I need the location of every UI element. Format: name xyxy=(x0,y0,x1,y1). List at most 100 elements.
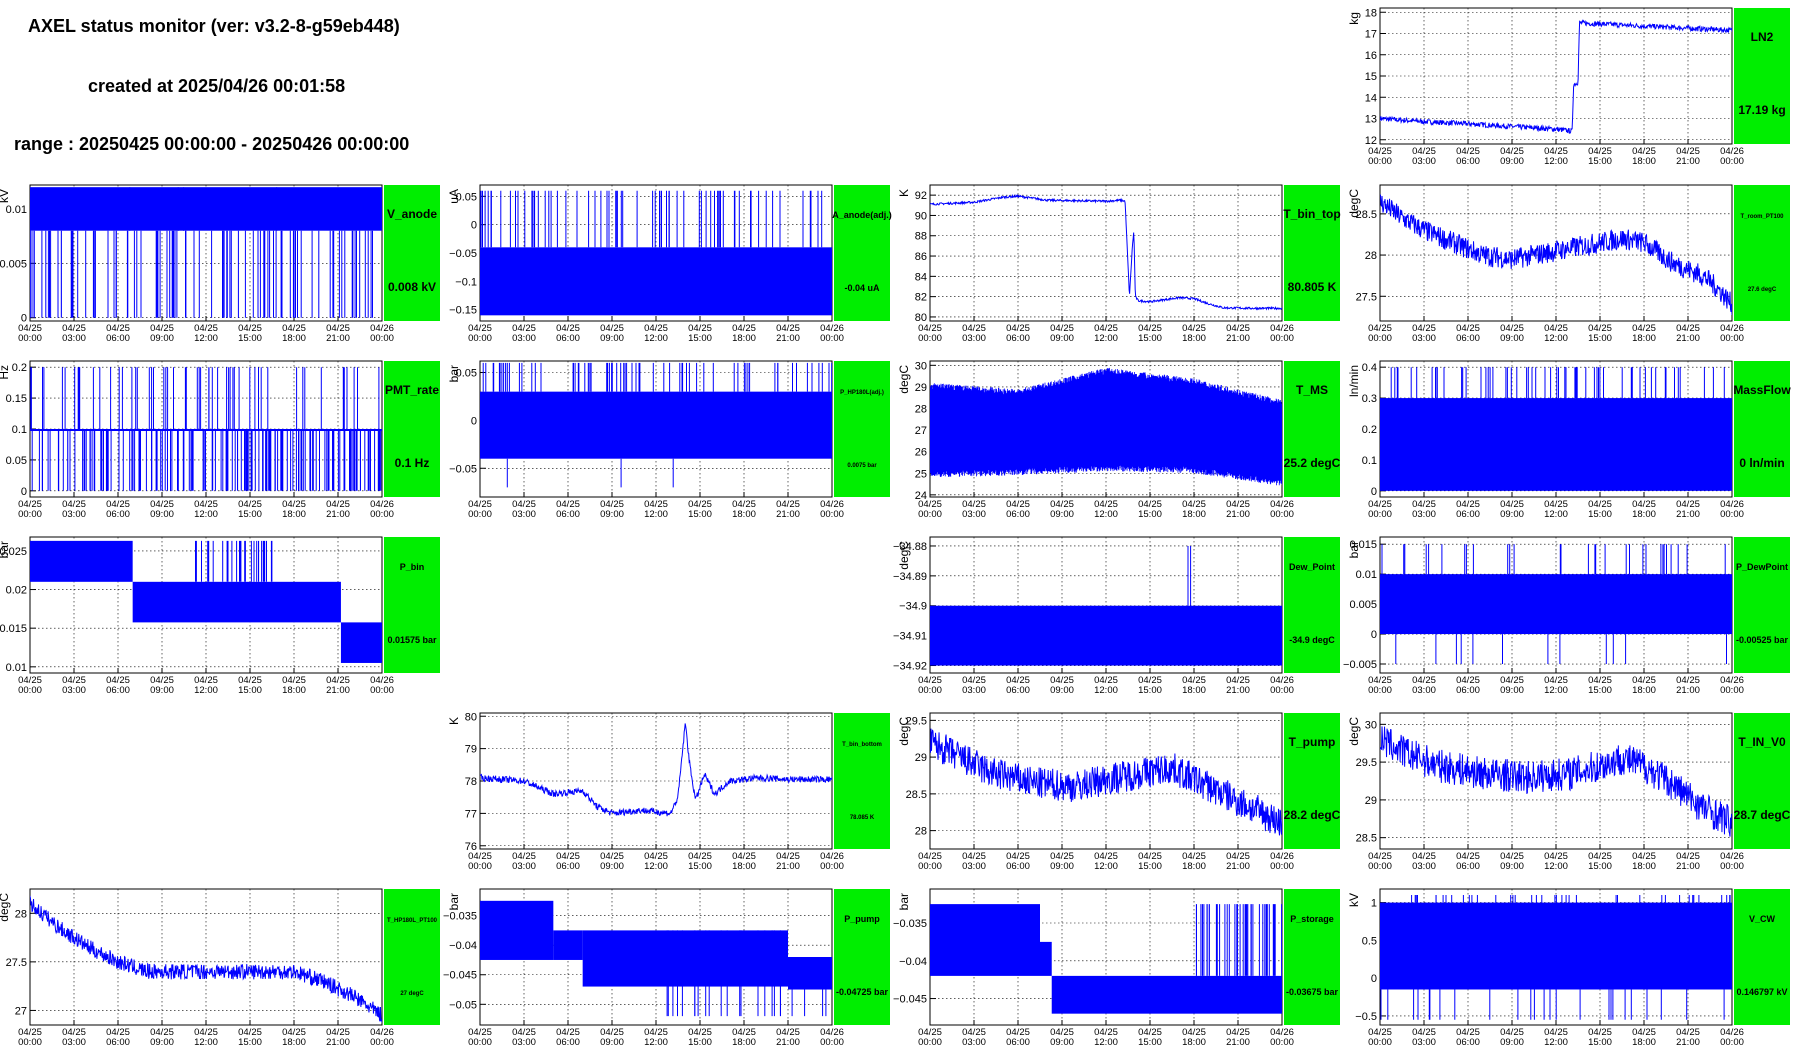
chart-T_MS: 04/2500:0004/2503:0004/2506:0004/2509:00… xyxy=(897,360,1341,520)
status-value: 17.19 kg xyxy=(1738,103,1785,117)
status-name: P_DewPoint xyxy=(1736,562,1788,572)
x-tick-date: 04/25 xyxy=(1456,499,1480,510)
series-V_CW xyxy=(1380,895,1732,1020)
y-tick-label: 0.015 xyxy=(1349,539,1377,551)
x-tick-time: 06:00 xyxy=(1456,333,1480,344)
x-tick-time: 18:00 xyxy=(1182,1037,1206,1048)
page-title: AXEL status monitor (ver: v3.2-8-g59eb44… xyxy=(28,16,400,36)
x-tick-date: 04/25 xyxy=(468,323,492,334)
status-value: -34.9 degC xyxy=(1289,635,1335,645)
x-tick-time: 18:00 xyxy=(1632,156,1656,167)
x-tick-date: 04/25 xyxy=(962,499,986,510)
series-spikes xyxy=(1411,895,1731,903)
status-box xyxy=(1284,537,1340,673)
series-spikes xyxy=(129,187,278,231)
x-tick-time: 21:00 xyxy=(776,333,800,344)
x-tick-time: 06:00 xyxy=(1456,509,1480,520)
x-tick-date: 04/25 xyxy=(1412,499,1436,510)
x-tick-time: 03:00 xyxy=(1412,861,1436,872)
x-tick-time: 00:00 xyxy=(1368,509,1392,520)
x-tick-date: 04/25 xyxy=(1544,323,1568,334)
x-tick-time: 18:00 xyxy=(1632,333,1656,344)
status-box xyxy=(834,361,890,497)
x-tick-time: 03:00 xyxy=(962,861,986,872)
x-tick-time: 18:00 xyxy=(282,1037,306,1048)
y-axis-label: degC xyxy=(1347,189,1361,218)
x-tick-date: 04/25 xyxy=(1368,1027,1392,1038)
series-spikes xyxy=(1381,544,1726,575)
x-tick-time: 00:00 xyxy=(1270,861,1294,872)
x-tick-time: 03:00 xyxy=(62,333,86,344)
x-tick-date: 04/25 xyxy=(1588,675,1612,686)
x-tick-date: 04/25 xyxy=(1006,323,1030,334)
x-tick-time: 21:00 xyxy=(776,1037,800,1048)
series-V_anode xyxy=(30,187,382,318)
series-step xyxy=(340,622,382,663)
x-tick-date: 04/25 xyxy=(918,1027,942,1038)
x-tick-time: 21:00 xyxy=(1676,333,1700,344)
x-tick-time: 09:00 xyxy=(150,685,174,696)
status-value: 0.1 Hz xyxy=(395,456,430,470)
status-box xyxy=(384,537,440,673)
x-tick-date: 04/25 xyxy=(962,851,986,862)
series-MassFlow xyxy=(1380,367,1732,491)
x-tick-time: 00:00 xyxy=(820,333,844,344)
x-tick-date: 04/25 xyxy=(1182,851,1206,862)
y-tick-label: 0.015 xyxy=(0,623,27,635)
x-tick-date: 04/25 xyxy=(326,499,350,510)
x-tick-time: 21:00 xyxy=(1226,509,1250,520)
status-value: 27 degC xyxy=(400,991,424,997)
series-T_pump xyxy=(930,728,1282,836)
y-tick-label: −34.92 xyxy=(893,661,927,673)
x-tick-date: 04/25 xyxy=(106,675,130,686)
x-tick-date: 04/25 xyxy=(1456,1027,1480,1038)
x-tick-time: 00:00 xyxy=(1720,156,1744,167)
y-axis-label: ln/min xyxy=(1347,365,1361,397)
x-tick-date: 04/25 xyxy=(1456,675,1480,686)
y-tick-label: 24 xyxy=(915,490,927,502)
x-tick-time: 03:00 xyxy=(512,333,536,344)
y-tick-label: 1 xyxy=(1371,898,1377,910)
x-tick-date: 04/26 xyxy=(820,323,844,334)
x-tick-time: 15:00 xyxy=(688,861,712,872)
x-tick-time: 18:00 xyxy=(282,509,306,520)
x-tick-date: 04/25 xyxy=(1500,1027,1524,1038)
status-value: 27.6 degC xyxy=(1748,287,1777,293)
y-axis-label: degC xyxy=(897,717,911,746)
x-tick-date: 04/25 xyxy=(150,675,174,686)
x-tick-date: 04/25 xyxy=(1588,1027,1612,1038)
y-axis-label: bar xyxy=(447,893,461,910)
x-tick-date: 04/26 xyxy=(820,851,844,862)
series-envelope xyxy=(930,367,1282,486)
x-tick-date: 04/25 xyxy=(1050,851,1074,862)
y-axis-label: bar xyxy=(1347,541,1361,558)
x-tick-date: 04/25 xyxy=(1588,851,1612,862)
x-tick-date: 04/25 xyxy=(776,499,800,510)
y-tick-label: −34.9 xyxy=(899,601,927,613)
x-tick-time: 00:00 xyxy=(468,509,492,520)
series-drops xyxy=(1395,634,1727,664)
y-tick-label: 28.5 xyxy=(1356,209,1377,221)
x-tick-date: 04/26 xyxy=(1270,851,1294,862)
y-tick-label: 92 xyxy=(915,190,927,202)
y-tick-label: −0.035 xyxy=(893,918,927,930)
x-tick-time: 15:00 xyxy=(1138,685,1162,696)
x-tick-time: 06:00 xyxy=(1456,1037,1480,1048)
series-spikes xyxy=(1187,546,1192,606)
series-line xyxy=(1380,726,1732,837)
series-spikes xyxy=(1195,904,1282,976)
series-LN2 xyxy=(1380,19,1732,134)
series-drops xyxy=(1380,989,1725,1020)
x-tick-date: 04/25 xyxy=(918,851,942,862)
x-tick-date: 04/25 xyxy=(1412,851,1436,862)
x-tick-time: 18:00 xyxy=(732,333,756,344)
y-axis-label: bar xyxy=(0,541,11,558)
status-value: 0 ln/min xyxy=(1739,456,1784,470)
x-tick-date: 04/25 xyxy=(62,1027,86,1038)
y-tick-label: 27.5 xyxy=(1356,291,1377,303)
x-tick-date: 04/25 xyxy=(150,499,174,510)
x-tick-date: 04/25 xyxy=(1500,675,1524,686)
y-tick-label: −0.1 xyxy=(455,276,477,288)
y-tick-label: 28.5 xyxy=(1356,833,1377,845)
x-tick-time: 00:00 xyxy=(1720,685,1744,696)
